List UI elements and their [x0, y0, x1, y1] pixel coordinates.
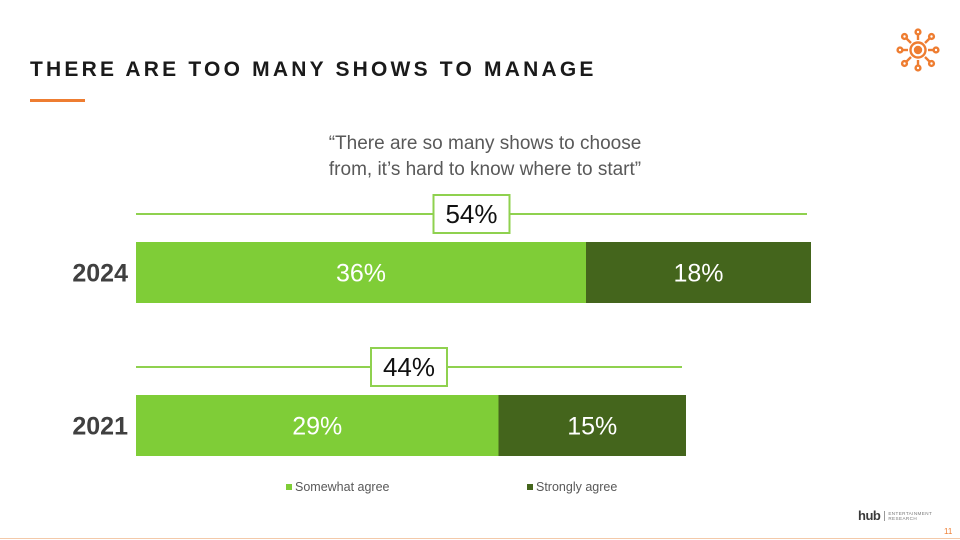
- brand-sub-line-2: RESEARCH: [888, 515, 918, 521]
- legend-swatch-somewhat-agree: [286, 484, 292, 490]
- quote-line-2: from, it’s hard to know where to start”: [328, 159, 642, 180]
- brand-logo: hub ENTERTAINMENT RESEARCH: [858, 508, 932, 523]
- data-label-2024-somewhat-agree: 36%: [336, 260, 386, 288]
- total-label-2024: 54%: [445, 199, 497, 229]
- data-label-2021-strongly-agree: 15%: [567, 413, 617, 441]
- brand-wordmark: hub: [858, 508, 881, 523]
- bar-2021-strongly-agree: [498, 395, 686, 456]
- bar-2024-somewhat-agree: [136, 242, 586, 303]
- bar-2024-strongly-agree: [586, 242, 811, 303]
- total-label-2021: 44%: [383, 352, 435, 382]
- data-label-2024-strongly-agree: 18%: [673, 260, 723, 288]
- brand-subtitle: ENTERTAINMENT RESEARCH: [884, 510, 933, 521]
- quote-line-1: “There are so many shows to choose: [328, 133, 642, 154]
- quote: “There are so many shows to choose from,…: [270, 131, 700, 183]
- title-underline: [30, 99, 85, 102]
- sun-network-icon: [896, 28, 940, 72]
- legend-label-strongly-agree: Strongly agree: [536, 480, 618, 494]
- data-label-2021-somewhat-agree: 29%: [292, 413, 342, 441]
- slide-title: THERE ARE TOO MANY SHOWS TO MANAGE: [30, 58, 597, 81]
- page-number: 11: [944, 527, 953, 536]
- legend-label-somewhat-agree: Somewhat agree: [295, 480, 390, 494]
- legend-swatch-strongly-agree: [527, 484, 533, 490]
- bottom-divider: [0, 538, 960, 539]
- legend-item-somewhat-agree: Somewhat agree: [286, 480, 390, 494]
- total-box-2021: [370, 347, 448, 387]
- total-box-2024: [432, 194, 511, 234]
- category-label-2024: 2024: [72, 260, 128, 288]
- category-label-2021: 2021: [72, 413, 128, 441]
- legend-item-strongly-agree: Strongly agree: [527, 480, 617, 494]
- brand-sub-line-1: ENTERTAINMENT: [888, 510, 933, 516]
- bar-2021-somewhat-agree: [136, 395, 499, 456]
